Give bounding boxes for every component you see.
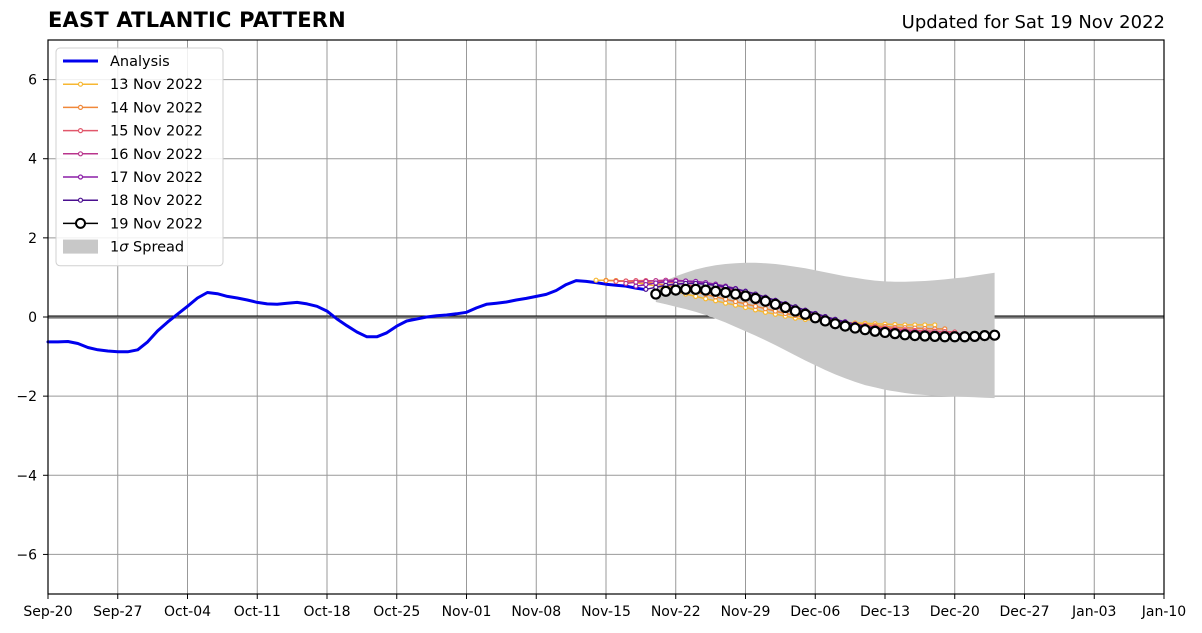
legend: Analysis 13 Nov 2022 14 Nov 2022 15 Nov 202… [55, 47, 224, 267]
x-tick-label: Dec-27 [1000, 604, 1050, 620]
legend-label: 18 Nov 2022 [110, 193, 203, 209]
x-tick-label: Nov-15 [581, 604, 631, 620]
series-point-19-nov-2022 [899, 329, 911, 341]
legend-label: 17 Nov 2022 [110, 170, 203, 186]
series-point-13-nov-2022 [703, 296, 709, 302]
x-tick-label: Nov-22 [651, 604, 701, 620]
series-point-19-nov-2022 [779, 301, 791, 314]
series-point-19-nov-2022 [929, 330, 941, 342]
x-tick-label: Dec-13 [860, 604, 910, 620]
series-point-16-nov-2022 [623, 280, 629, 286]
series-point-19-nov-2022 [869, 325, 881, 337]
series-point-19-nov-2022 [680, 283, 692, 295]
legend-marker-15-nov-2022 [77, 128, 84, 134]
x-tick-label: Nov-01 [442, 604, 492, 620]
series-point-19-nov-2022 [879, 326, 891, 339]
series-point-17-nov-2022 [653, 280, 659, 286]
legend-label: 19 Nov 2022 [110, 216, 203, 232]
x-tick-label: Oct-11 [234, 604, 281, 620]
series-point-19-nov-2022 [989, 329, 1001, 341]
series-point-19-nov-2022 [690, 283, 702, 295]
legend-marker-14-nov-2022 [77, 104, 84, 111]
legend-label: 15 Nov 2022 [110, 124, 203, 140]
series-point-19-nov-2022 [949, 331, 961, 343]
series-point-19-nov-2022 [710, 285, 722, 297]
series-point-17-nov-2022 [633, 283, 639, 289]
y-tick-label: −4 [16, 468, 37, 484]
legend-marker-18-nov-2022 [77, 197, 84, 203]
series-point-19-nov-2022 [809, 312, 821, 324]
series-point-19-nov-2022 [660, 285, 672, 297]
legend-marker-17-nov-2022 [77, 174, 84, 180]
x-tick-label: Dec-20 [930, 604, 980, 620]
series-point-14-nov-2022 [732, 298, 739, 305]
series-point-14-nov-2022 [762, 306, 769, 312]
series-analysis-line [46, 279, 648, 354]
series-point-13-nov-2022 [693, 293, 699, 300]
legend-box [55, 47, 224, 267]
legend-label-spread: 1σ Spread [110, 240, 184, 256]
series-point-19-nov-2022 [909, 329, 921, 342]
series-point-19-nov-2022 [939, 331, 951, 343]
legend-label: 14 Nov 2022 [110, 100, 203, 116]
y-tick-label: 4 [28, 152, 37, 168]
series-point-19-nov-2022 [859, 324, 871, 336]
series-layer [46, 277, 1001, 354]
legend-marker-13-nov-2022 [77, 81, 84, 87]
series-point-19-nov-2022 [839, 320, 851, 332]
series-point-19-nov-2022 [729, 288, 742, 300]
series-point-19-nov-2022 [700, 284, 712, 296]
series-point-19-nov-2022 [769, 298, 781, 310]
x-tick-label: Dec-06 [790, 604, 840, 620]
updated-date: Updated for Sat 19 Nov 2022 [901, 12, 1165, 33]
series-point-19-nov-2022 [919, 330, 931, 342]
series-point-19-nov-2022 [889, 328, 901, 340]
legend-label: Analysis [110, 54, 170, 70]
x-tick-label: Oct-18 [303, 604, 350, 620]
x-tick-label: Jan-03 [1071, 604, 1116, 620]
series-point-19-nov-2022 [759, 295, 772, 307]
legend-label: 13 Nov 2022 [110, 77, 203, 93]
series-point-19-nov-2022 [799, 308, 811, 320]
series-point-19-nov-2022 [969, 330, 981, 342]
series-point-19-nov-2022 [819, 315, 831, 327]
axis-ticks: Sep-20 Sep-27 Oct-04 Oct-11 Oct-18 Oct-25 Nov-… [16, 73, 1186, 620]
x-tick-label: Oct-04 [164, 604, 211, 620]
series-point-18-nov-2022 [643, 286, 649, 292]
y-tick-label: 6 [28, 73, 37, 89]
series-point-14-nov-2022 [752, 303, 759, 309]
y-tick-label: −2 [16, 389, 37, 405]
series-point-19-nov-2022 [749, 292, 762, 305]
series-point-15-nov-2022 [613, 278, 619, 284]
legend-marker-16-nov-2022 [77, 151, 84, 157]
x-tick-label: Nov-08 [511, 604, 561, 620]
series-point-19-nov-2022 [959, 331, 971, 343]
series-point-13-nov-2022 [593, 277, 599, 283]
series-point-19-nov-2022 [739, 290, 752, 302]
legend-swatch-spread [63, 239, 98, 254]
series-point-19-nov-2022 [849, 322, 861, 334]
legend-label: 16 Nov 2022 [110, 147, 203, 163]
y-tick-label: −6 [16, 547, 37, 563]
series-point-19-nov-2022 [979, 329, 991, 342]
x-tick-label: Sep-27 [93, 604, 142, 620]
series-point-19-nov-2022 [829, 318, 841, 330]
x-tick-label: Nov-29 [721, 604, 771, 620]
series-point-14-nov-2022 [603, 277, 609, 284]
y-tick-label: 0 [28, 310, 37, 326]
legend-marker-19-nov-2022 [75, 217, 86, 229]
series-point-17-nov-2022 [643, 281, 649, 288]
series-point-19-nov-2022 [650, 288, 662, 300]
x-tick-label: Oct-25 [373, 604, 420, 620]
series-point-19-nov-2022 [789, 305, 801, 317]
chart-title: EAST ATLANTIC PATTERN [48, 8, 346, 32]
series-point-14-nov-2022 [742, 301, 749, 307]
x-tick-label: Sep-20 [23, 604, 72, 620]
series-point-19-nov-2022 [719, 286, 732, 299]
series-point-19-nov-2022 [670, 284, 682, 296]
x-tick-label: Jan-10 [1141, 604, 1186, 620]
y-tick-label: 2 [28, 231, 37, 247]
